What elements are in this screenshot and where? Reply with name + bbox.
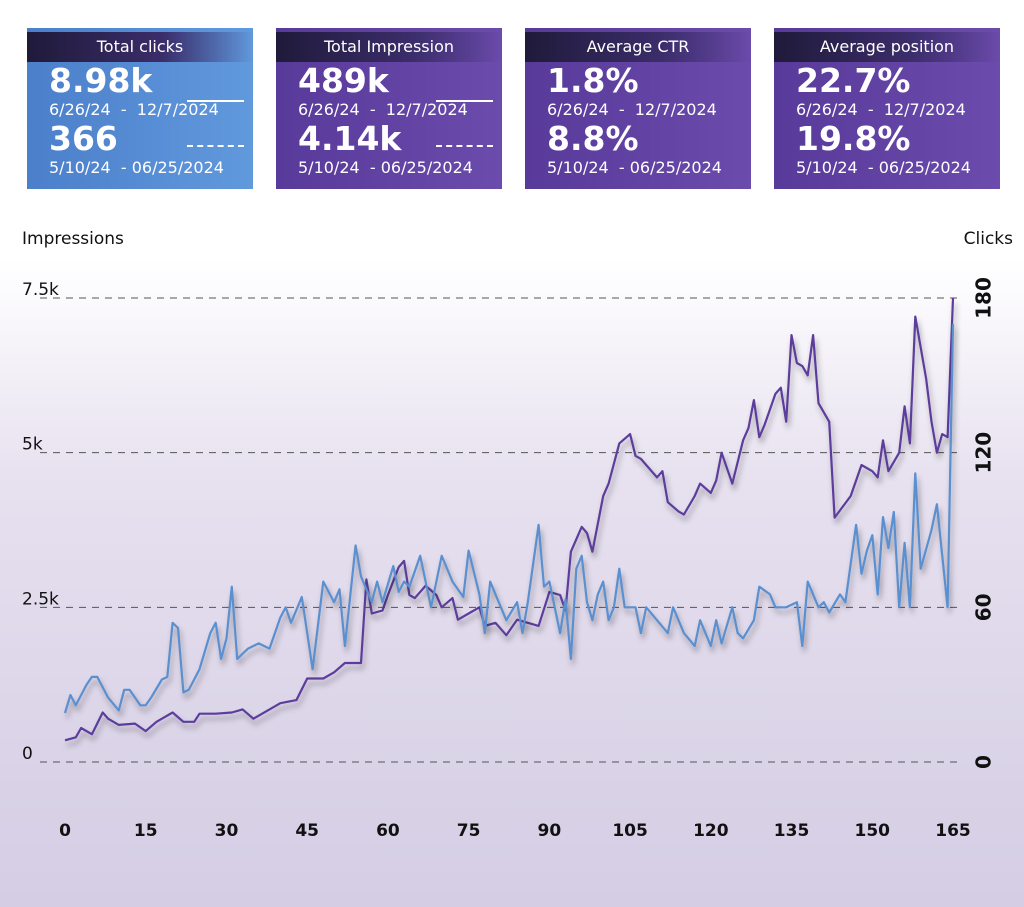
card-title: Average position (774, 32, 1000, 62)
x-tick-label: 105 (612, 821, 648, 841)
x-tick-label: 15 (134, 821, 158, 841)
y2-axis-title: Clicks (964, 229, 1014, 249)
x-tick-label: 150 (855, 821, 891, 841)
plot-background (0, 260, 1024, 907)
y-tick-label: 0 (22, 744, 33, 764)
y2-tick-label: 0 (972, 755, 996, 769)
kpi-card: Average position 22.7% 6/26/24 - 12/7/20… (774, 28, 1000, 189)
card-value: 8.98k (49, 61, 153, 100)
previous-line-key (187, 145, 244, 147)
x-tick-label: 165 (935, 821, 971, 841)
card-value: 1.8% (547, 61, 639, 100)
card-range: 6/26/24 - 12/7/2024 (49, 100, 219, 119)
card-range: 6/26/24 - 12/7/2024 (796, 100, 966, 119)
x-tick-label: 135 (774, 821, 810, 841)
y-axis-title: Impressions (22, 229, 124, 249)
y2-tick-label: 60 (972, 593, 996, 621)
card-previous-range: 5/10/24 - 06/25/2024 (49, 158, 224, 177)
card-value: 489k (298, 61, 389, 100)
card-previous-value: 4.14k (298, 119, 402, 158)
card-value: 22.7% (796, 61, 911, 100)
x-tick-label: 90 (538, 821, 562, 841)
series-line (63, 323, 955, 714)
card-previous-range: 5/10/24 - 06/25/2024 (547, 158, 722, 177)
x-tick-label: 45 (295, 821, 319, 841)
current-line-key (436, 100, 493, 102)
current-line-key (187, 100, 244, 102)
x-tick-label: 30 (215, 821, 239, 841)
card-previous-value: 19.8% (796, 119, 911, 158)
y2-tick-label: 180 (972, 277, 996, 319)
card-previous-range: 5/10/24 - 06/25/2024 (796, 158, 971, 177)
card-previous-value: 366 (49, 119, 118, 158)
series-line (64, 297, 955, 742)
y2-tick-label: 120 (972, 432, 996, 474)
card-title: Average CTR (525, 32, 751, 62)
card-previous-value: 8.8% (547, 119, 639, 158)
card-title: Total clicks (27, 32, 253, 62)
card-range: 6/26/24 - 12/7/2024 (547, 100, 717, 119)
kpi-card: Total Impression 489k 6/26/24 - 12/7/202… (276, 28, 502, 189)
previous-line-key (436, 145, 493, 147)
x-tick-label: 60 (376, 821, 400, 841)
kpi-card: Average CTR 1.8% 6/26/24 - 12/7/2024 8.8… (525, 28, 751, 189)
y-tick-label: 5k (22, 435, 43, 455)
y-tick-label: 7.5k (22, 280, 59, 300)
x-tick-label: 120 (693, 821, 729, 841)
card-range: 6/26/24 - 12/7/2024 (298, 100, 468, 119)
y-tick-label: 2.5k (22, 589, 59, 609)
kpi-card: Total clicks 8.98k 6/26/24 - 12/7/2024 3… (27, 28, 253, 189)
card-previous-range: 5/10/24 - 06/25/2024 (298, 158, 473, 177)
card-title: Total Impression (276, 32, 502, 62)
x-tick-label: 75 (457, 821, 481, 841)
x-tick-label: 0 (59, 821, 71, 841)
